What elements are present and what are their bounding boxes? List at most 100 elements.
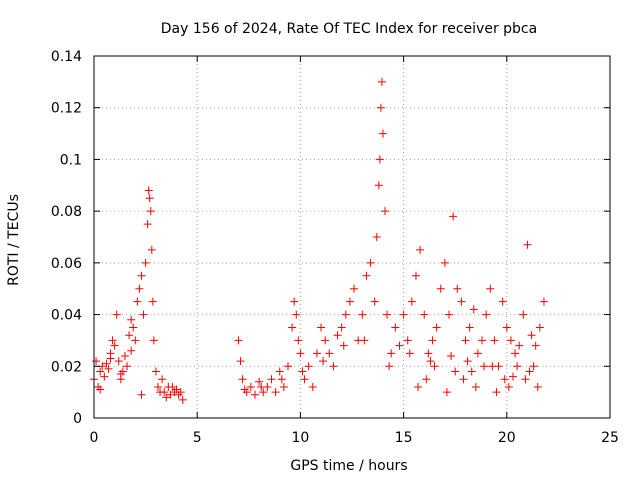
data-point	[151, 367, 160, 376]
data-point	[106, 354, 115, 363]
data-point	[141, 258, 150, 267]
data-point	[525, 367, 534, 376]
data-point	[337, 323, 346, 332]
data-point	[358, 310, 367, 319]
data-point	[453, 284, 462, 293]
data-point	[290, 297, 299, 306]
data-point	[319, 357, 328, 366]
data-point	[508, 372, 517, 381]
data-point	[308, 382, 317, 391]
data-point	[317, 323, 326, 332]
data-point	[521, 375, 530, 384]
x-tick-label: 25	[601, 430, 619, 446]
data-point	[360, 336, 369, 345]
data-point	[480, 362, 489, 371]
data-point	[104, 364, 113, 373]
data-point	[350, 284, 359, 293]
data-point	[257, 382, 266, 391]
data-point	[372, 233, 381, 241]
data-point	[467, 367, 476, 376]
data-point	[463, 357, 472, 366]
data-point	[279, 382, 288, 391]
data-point	[148, 297, 157, 306]
data-point	[120, 351, 129, 360]
data-point	[133, 297, 142, 306]
data-point	[131, 336, 140, 345]
data-point	[376, 103, 385, 112]
data-point	[312, 349, 321, 358]
data-point	[414, 382, 423, 391]
data-point	[284, 362, 293, 371]
data-point	[377, 77, 386, 86]
data-point	[127, 346, 136, 355]
data-point	[116, 370, 125, 379]
data-point	[147, 245, 156, 254]
y-axis-title: ROTI / TECUs	[6, 194, 22, 286]
points-layer	[90, 77, 548, 404]
data-point	[422, 375, 431, 384]
data-point	[529, 362, 538, 371]
data-point	[416, 245, 425, 254]
y-tick-label: 0.14	[51, 49, 82, 65]
data-point	[96, 385, 105, 394]
x-tick-label: 5	[193, 430, 202, 446]
data-point	[531, 341, 540, 350]
data-point	[123, 362, 132, 371]
data-point	[304, 362, 313, 371]
data-point	[374, 181, 383, 190]
data-point	[502, 323, 511, 332]
data-point	[515, 341, 524, 350]
data-point	[527, 331, 536, 340]
data-point	[137, 390, 146, 399]
data-point	[451, 367, 460, 376]
data-point	[271, 388, 280, 397]
data-point	[399, 310, 408, 319]
y-tick-label: 0	[73, 411, 82, 427]
data-point	[511, 349, 520, 358]
data-point	[145, 194, 154, 203]
data-point	[440, 258, 449, 267]
data-point	[110, 341, 119, 350]
x-tick-label: 20	[498, 430, 516, 446]
data-point	[370, 297, 379, 306]
data-point	[482, 310, 491, 319]
data-point	[139, 310, 148, 319]
plot-frame	[93, 55, 611, 419]
data-point	[506, 336, 515, 345]
data-point	[135, 284, 144, 293]
data-point	[114, 357, 123, 366]
data-point	[492, 388, 501, 397]
data-point	[375, 155, 384, 164]
data-point	[471, 382, 480, 391]
data-point	[96, 367, 105, 376]
data-point	[300, 375, 309, 384]
data-point	[160, 388, 169, 397]
data-point	[407, 297, 416, 306]
data-point	[345, 297, 354, 306]
chart-title: Day 156 of 2024, Rate Of TEC Index for r…	[161, 21, 537, 37]
data-point	[146, 207, 155, 216]
data-point	[473, 349, 482, 358]
data-point	[341, 310, 350, 319]
data-point	[259, 388, 268, 397]
x-tick-label: 0	[90, 430, 99, 446]
data-point	[432, 323, 441, 332]
data-point	[498, 297, 507, 306]
data-point	[533, 382, 542, 391]
x-tick-label: 15	[395, 430, 413, 446]
data-point	[519, 310, 528, 319]
data-point	[234, 336, 243, 345]
data-point	[420, 310, 429, 319]
data-point	[469, 305, 478, 314]
data-point	[461, 336, 470, 345]
data-point	[523, 240, 532, 249]
data-point	[137, 271, 146, 280]
data-point	[288, 323, 297, 332]
data-point	[486, 284, 495, 293]
data-point	[459, 375, 468, 384]
data-point	[378, 129, 387, 138]
data-point	[255, 377, 264, 386]
data-point	[162, 393, 171, 402]
data-point	[143, 220, 152, 229]
